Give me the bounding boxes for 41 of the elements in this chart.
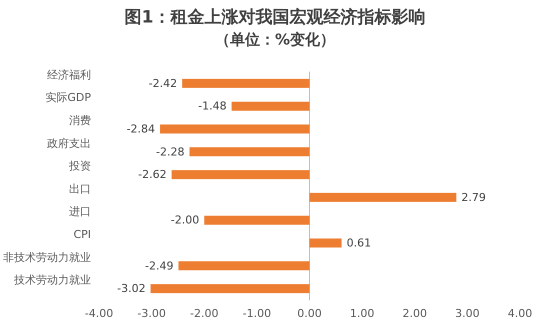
x-tick-label: -4.00: [84, 307, 114, 320]
data-label: -2.42: [148, 76, 178, 90]
bar: [160, 124, 310, 134]
x-tick-label: 2.00: [402, 307, 427, 320]
bar: [190, 147, 310, 156]
data-label: -2.00: [170, 214, 200, 227]
x-tick-label: 1.00: [350, 307, 374, 320]
bar: [182, 78, 310, 88]
data-label: -2.28: [156, 145, 185, 158]
y-tick-label: 经济福利: [47, 68, 91, 82]
y-tick-label: 出口: [69, 182, 91, 196]
data-label: -2.62: [138, 168, 167, 182]
y-tick-label: 投资: [68, 160, 91, 173]
data-label: -3.02: [117, 282, 146, 296]
bar: [310, 192, 456, 202]
bar: [310, 238, 342, 248]
y-tick-label: 实际GDP: [45, 91, 92, 104]
x-tick-label: -2.00: [190, 307, 218, 320]
data-label: 2.79: [461, 190, 486, 204]
y-tick-label: 政府支出: [47, 136, 91, 150]
bar: [172, 170, 310, 180]
x-tick-label: 3.00: [455, 307, 480, 320]
x-tick-label: -1.00: [242, 307, 272, 320]
data-label: -1.48: [198, 100, 227, 113]
bar: [232, 102, 310, 111]
x-tick-label: 4.00: [508, 307, 532, 320]
bar: [150, 284, 310, 294]
data-label: -2.84: [126, 122, 156, 136]
x-tick-label: -3.00: [137, 307, 166, 320]
y-tick-label: 进口: [69, 205, 91, 218]
chart-title: 图1：租金上涨对我国宏观经济指标影响: [124, 8, 426, 28]
y-tick-label: CPI: [73, 228, 91, 241]
y-tick-label: 消费: [69, 114, 91, 127]
y-tick-label: 非技术劳动力就业: [3, 250, 91, 264]
data-label: -2.49: [144, 259, 174, 272]
x-tick-label: 0.00: [297, 307, 322, 320]
bar: [204, 216, 310, 225]
y-tick-label: 技术劳动力就业: [13, 274, 91, 287]
data-label: 0.61: [346, 236, 372, 250]
chart-subtitle: （单位：%变化）: [214, 30, 336, 48]
bar: [178, 261, 310, 270]
